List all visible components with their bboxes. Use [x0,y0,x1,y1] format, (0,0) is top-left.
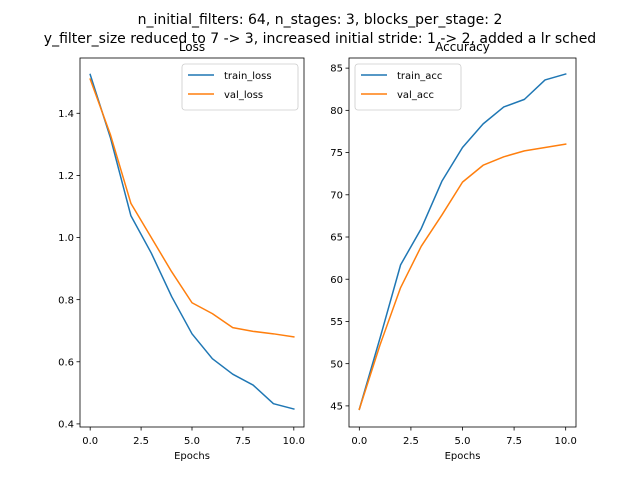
accuracy-y-tick-label: 75 [330,148,343,159]
accuracy-x-tick-label: 7.5 [506,436,522,447]
loss-y-tick-label: 1.4 [58,109,74,120]
loss-y-tick-label: 0.4 [58,419,74,430]
accuracy-y-tick-label: 55 [330,317,343,328]
accuracy-y-tick-label: 45 [330,401,343,412]
accuracy-series-train_acc [358,73,567,411]
accuracy-y-tick-label: 65 [330,233,343,244]
loss-legend-label-val_loss: val_loss [224,90,263,101]
accuracy-y-tick-label: 85 [330,64,343,75]
accuracy-series-val_acc [358,143,567,411]
loss-x-axis-label: Epochs [174,451,210,462]
loss-x-tick-label: 7.5 [235,436,251,447]
loss-legend-label-train_loss: train_loss [224,71,272,82]
loss-x-tick-label: 0.0 [82,436,98,447]
loss-x-tick-label: 2.5 [133,436,149,447]
loss-y-tick-label: 0.8 [58,295,74,306]
accuracy-x-tick-label: 5.0 [455,436,471,447]
accuracy-y-tick-label: 50 [330,359,343,370]
accuracy-subplot: 0.0 2.5 5.0 7.5 10.0 45 50 55 60 65 70 75 80 85 Accura… [330,40,577,462]
loss-y-tick-label: 1.2 [58,171,74,182]
figure-suptitle-line2: y_filter_size reduced to 7 -> 3, increas… [44,31,596,47]
loss-x-tick-label: 10.0 [283,436,305,447]
figure-suptitle-line1: n_initial_filters: 64, n_stages: 3, bloc… [138,12,503,28]
accuracy-x-axis-label: Epochs [445,451,481,462]
accuracy-plot-title: Accuracy [435,40,490,54]
accuracy-legend: train_acc val_acc [354,63,462,111]
accuracy-x-tick-label: 10.0 [555,436,577,447]
accuracy-y-tick-label: 70 [330,190,343,201]
accuracy-legend-label-val_acc: val_acc [397,90,434,101]
loss-subplot: 0.0 2.5 5.0 7.5 10.0 0.4 0.6 0.8 1.0 1.2 1.4 Loss Ep… [58,40,305,462]
loss-legend: train_loss val_loss [181,63,299,111]
accuracy-x-tick-label: 0.0 [351,436,367,447]
loss-y-tick-label: 0.6 [58,357,74,368]
loss-x-tick-label: 5.0 [184,436,200,447]
accuracy-y-tick-label: 60 [330,275,343,286]
accuracy-y-tick-label: 80 [330,106,343,117]
loss-series-train_loss [89,73,295,410]
loss-y-tick-label: 1.0 [58,233,74,244]
loss-plot-title: Loss [179,40,205,54]
accuracy-legend-label-train_acc: train_acc [397,71,442,82]
loss-series-val_loss [89,78,295,338]
accuracy-x-tick-label: 2.5 [403,436,419,447]
